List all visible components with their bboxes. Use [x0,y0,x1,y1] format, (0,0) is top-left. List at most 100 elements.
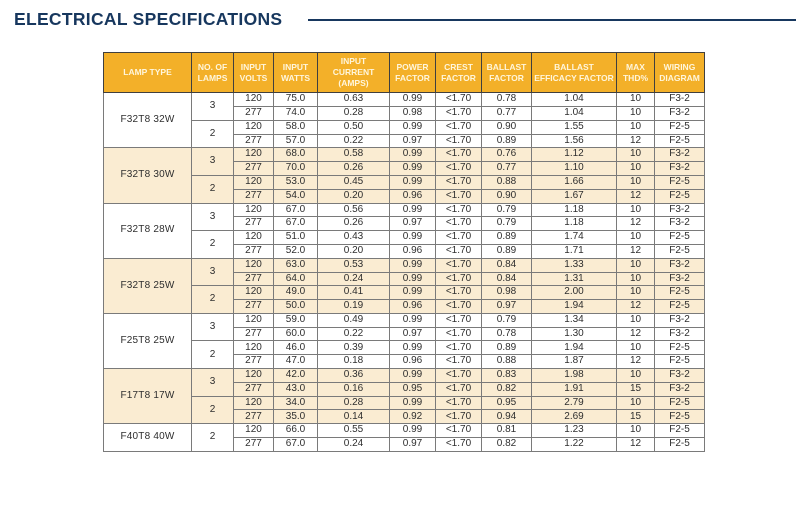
ballast-factor-cell: 0.90 [481,188,532,204]
input-volts-cell: 120 [233,340,274,356]
max-thd-cell: 10 [616,174,655,190]
crest-factor-cell: <1.70 [435,409,482,425]
input-current-amps-cell: 0.22 [317,133,390,149]
input-volts-cell: 277 [233,326,274,342]
input-watts-cell: 52.0 [273,243,318,259]
input-watts-cell: 75.0 [273,92,318,107]
crest-factor-cell: <1.70 [435,133,482,149]
input-watts-cell: 46.0 [273,340,318,356]
table-row: 277 35.0 0.14 0.92 <1.70 0.94 2.69 15 F2-5 [104,409,705,425]
title-row: ELECTRICAL SPECIFICATIONS [0,0,808,30]
table-row: 2 120 49.0 0.41 0.99 <1.70 0.98 2.00 10 F2-5 [104,285,705,314]
page-title: ELECTRICAL SPECIFICATIONS [14,9,283,29]
wiring-diagram-cell: F3-2 [654,381,705,397]
ballast-efficacy-factor-cell: 1.18 [531,216,617,232]
table-row: 2 120 58.0 0.50 0.99 <1.70 0.90 1.55 10 F2-5 [104,119,705,149]
input-watts-cell: 66.0 [273,423,318,439]
ballast-factor-cell: 0.89 [481,243,532,259]
ballast-factor-cell: 0.97 [481,299,532,314]
wiring-diagram-cell: F2-5 [654,423,705,439]
input-current-amps-cell: 0.28 [317,105,390,121]
max-thd-cell: 12 [616,299,655,314]
wiring-diagram-cell: F3-2 [654,202,705,218]
ballast-factor-cell: 0.95 [481,395,532,411]
power-factor-cell: 0.99 [389,395,436,411]
ballast-factor-cell: 0.78 [481,326,532,342]
wiring-diagram-cell: F2-5 [654,354,705,370]
input-current-amps-cell: 0.26 [317,161,390,176]
power-factor-cell: 0.99 [389,230,436,245]
table-row: 277 52.0 0.20 0.96 <1.70 0.89 1.71 12 F2-5 [104,243,705,259]
input-current-amps-cell: 0.36 [317,368,390,383]
input-current-amps-cell: 0.16 [317,381,390,397]
wiring-diagram-cell: F2-5 [654,437,705,452]
ballast-factor-cell: 0.89 [481,230,532,245]
power-factor-cell: 0.99 [389,119,436,135]
input-volts-cell: 277 [233,216,274,232]
max-thd-cell: 10 [616,202,655,218]
crest-factor-cell: <1.70 [435,174,482,190]
lamp-count-cell: 3 [191,92,234,121]
wiring-diagram-cell: F2-5 [654,230,705,245]
input-watts-cell: 63.0 [273,257,318,273]
input-current-amps-cell: 0.14 [317,409,390,425]
lamp-type-cell: F32T8 28W [103,202,192,259]
power-factor-cell: 0.92 [389,409,436,425]
wiring-diagram-cell: F3-2 [654,368,705,383]
ballast-factor-cell: 0.76 [481,147,532,163]
table-row: 277 67.0 0.24 0.97 <1.70 0.82 1.22 12 F2-5 [104,437,705,452]
table-header-row: LAMP TYPE NO. OF LAMPS INPUT VOLTS INPUT WA… [103,51,705,94]
power-factor-cell: 0.99 [389,271,436,287]
wiring-diagram-cell: F2-5 [654,133,705,149]
input-watts-cell: 50.0 [273,299,318,314]
ballast-factor-cell: 0.94 [481,409,532,425]
crest-factor-cell: <1.70 [435,188,482,204]
input-volts-cell: 120 [233,368,274,383]
power-factor-cell: 0.96 [389,188,436,204]
wiring-diagram-cell: F2-5 [654,340,705,356]
input-watts-cell: 34.0 [273,395,318,411]
ballast-efficacy-factor-cell: 1.04 [531,92,617,107]
input-volts-cell: 120 [233,423,274,439]
power-factor-cell: 0.99 [389,423,436,439]
power-factor-cell: 0.99 [389,340,436,356]
input-volts-cell: 277 [233,161,274,176]
table-row: F25T8 25W 3 120 59.0 0.49 0.99 <1.70 0.79 1.34 10… [103,312,705,370]
max-thd-cell: 12 [616,326,655,342]
input-volts-cell: 120 [233,119,274,135]
ballast-efficacy-factor-cell: 1.30 [531,326,617,342]
ballast-factor-cell: 0.82 [481,437,532,452]
table-row: F40T8 40W 2 120 66.0 0.55 0.99 <1.70 0.81 1.23 10… [103,423,705,452]
table-row: 2 120 46.0 0.39 0.99 <1.70 0.89 1.94 10 F2-5 [104,340,705,370]
col-header-input-current-amps: INPUT CURRENT (AMPS) [317,51,390,94]
input-volts-cell: 277 [233,299,274,314]
max-thd-cell: 12 [616,133,655,149]
power-factor-cell: 0.97 [389,326,436,342]
wiring-diagram-cell: F3-2 [654,216,705,232]
input-current-amps-cell: 0.45 [317,174,390,190]
col-header-wiring-diagram: WIRING DIAGRAM [654,51,705,94]
wiring-diagram-cell: F2-5 [654,409,705,425]
lamp-count-cell: 3 [191,368,234,397]
wiring-diagram-cell: F3-2 [654,105,705,121]
crest-factor-cell: <1.70 [435,161,482,176]
power-factor-cell: 0.97 [389,133,436,149]
input-volts-cell: 120 [233,202,274,218]
crest-factor-cell: <1.70 [435,354,482,370]
input-watts-cell: 54.0 [273,188,318,204]
wiring-diagram-cell: F3-2 [654,257,705,273]
table-row: 277 70.0 0.26 0.99 <1.70 0.77 1.10 10 F3-2 [104,161,705,176]
wiring-diagram-cell: F3-2 [654,161,705,176]
table-body: F32T8 32W 3 120 75.0 0.63 0.99 <1.70 0.78 1.04 10… [103,92,705,452]
max-thd-cell: 15 [616,409,655,425]
max-thd-cell: 10 [616,105,655,121]
input-current-amps-cell: 0.53 [317,257,390,273]
table-row: 277 47.0 0.18 0.96 <1.70 0.88 1.87 12 F2-5 [104,354,705,370]
input-current-amps-cell: 0.20 [317,243,390,259]
ballast-factor-cell: 0.89 [481,133,532,149]
crest-factor-cell: <1.70 [435,368,482,383]
ballast-efficacy-factor-cell: 1.67 [531,188,617,204]
ballast-factor-cell: 0.84 [481,257,532,273]
power-factor-cell: 0.99 [389,174,436,190]
